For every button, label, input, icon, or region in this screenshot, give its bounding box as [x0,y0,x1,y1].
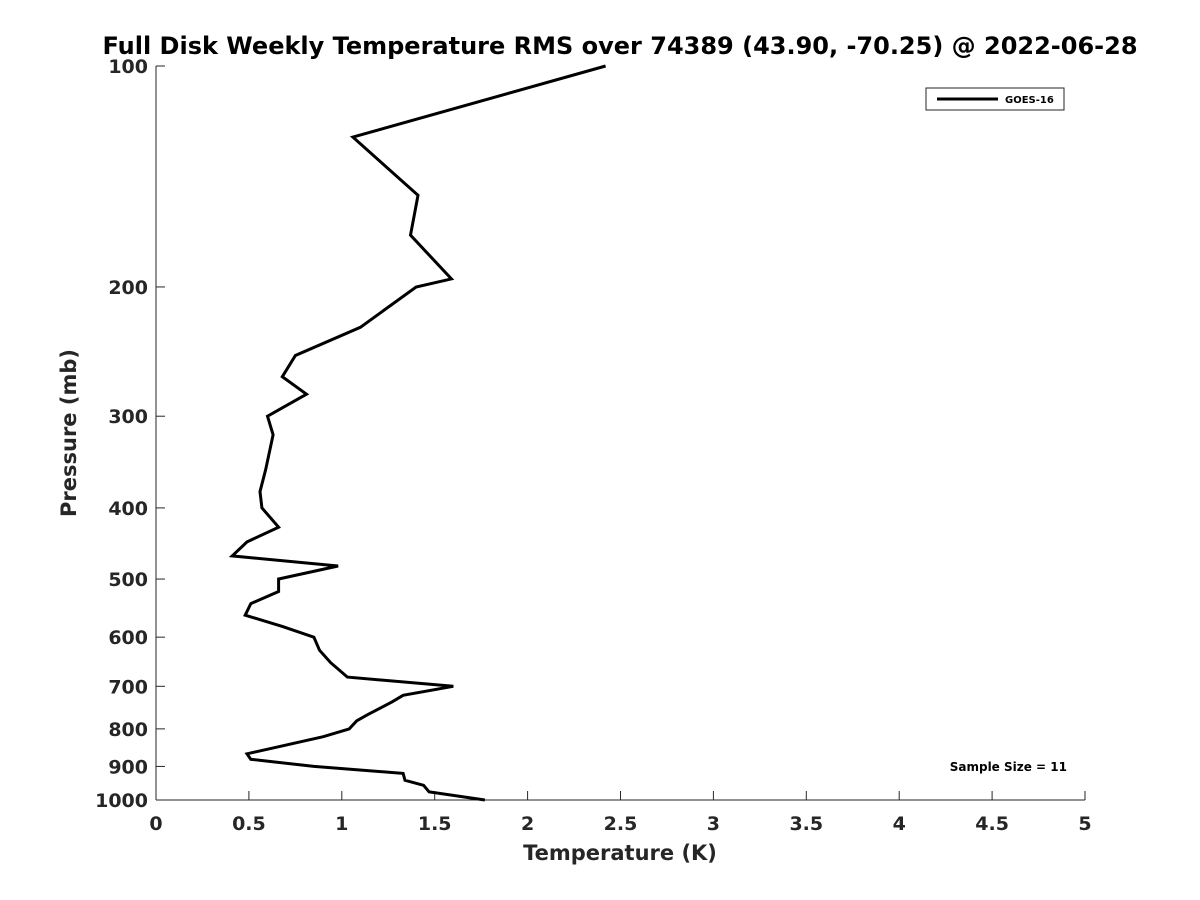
y-tick-label: 300 [108,406,148,428]
y-tick-label: 400 [108,498,148,520]
series-line-goes-16 [228,64,607,802]
y-tick-label: 800 [108,719,148,741]
x-tick-label: 3 [707,813,720,835]
x-tick-label: 2.5 [604,813,638,835]
y-tick-label: 600 [108,627,148,649]
x-tick-label: 0.5 [232,813,266,835]
x-axis-ticks: 0 0.5 1 1.5 2 2.5 3 3.5 4 4.5 5 [149,791,1092,835]
x-tick-label: 3.5 [789,813,823,835]
x-axis-label: Temperature (K) [523,841,717,865]
x-tick-label: 4 [893,813,906,835]
y-axis-label: Pressure (mb) [57,349,81,517]
y-tick-label: 1000 [95,790,148,812]
y-tick-label: 900 [108,756,148,778]
y-tick-label: 700 [108,676,148,698]
x-tick-label: 1.5 [418,813,452,835]
legend-label-goes-16: GOES-16 [1005,95,1054,106]
legend: GOES-16 [925,87,1065,111]
x-tick-label: 0 [149,813,162,835]
y-tick-label: 200 [108,277,148,299]
x-tick-label: 1 [335,813,348,835]
x-tick-label: 5 [1078,813,1091,835]
x-tick-label: 2 [521,813,534,835]
sample-size-annotation: Sample Size = 11 [950,760,1067,774]
y-tick-label: 500 [108,569,148,591]
chart-title: Full Disk Weekly Temperature RMS over 74… [102,32,1137,60]
y-axis-ticks: 100 200 300 400 500 600 700 800 900 1000 [95,56,165,812]
y-tick-label: 100 [108,56,148,78]
x-tick-label: 4.5 [975,813,1009,835]
